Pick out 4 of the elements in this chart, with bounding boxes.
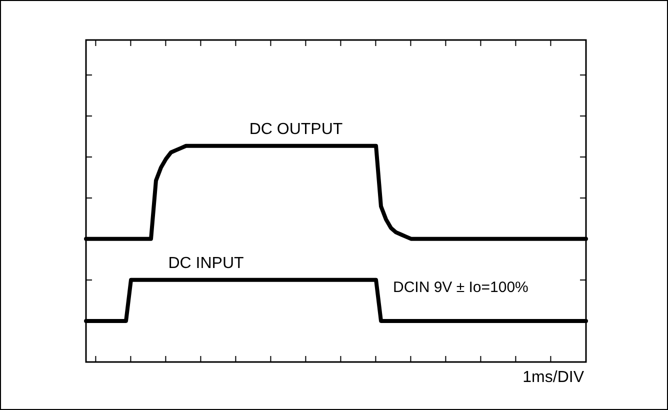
text: 1ms/DIV — [522, 369, 584, 387]
series-label: DC INPUT — [168, 254, 244, 272]
series-label: DC OUTPUT — [249, 120, 343, 138]
annotation: DCIN 9V ± Io=100% — [393, 279, 528, 296]
